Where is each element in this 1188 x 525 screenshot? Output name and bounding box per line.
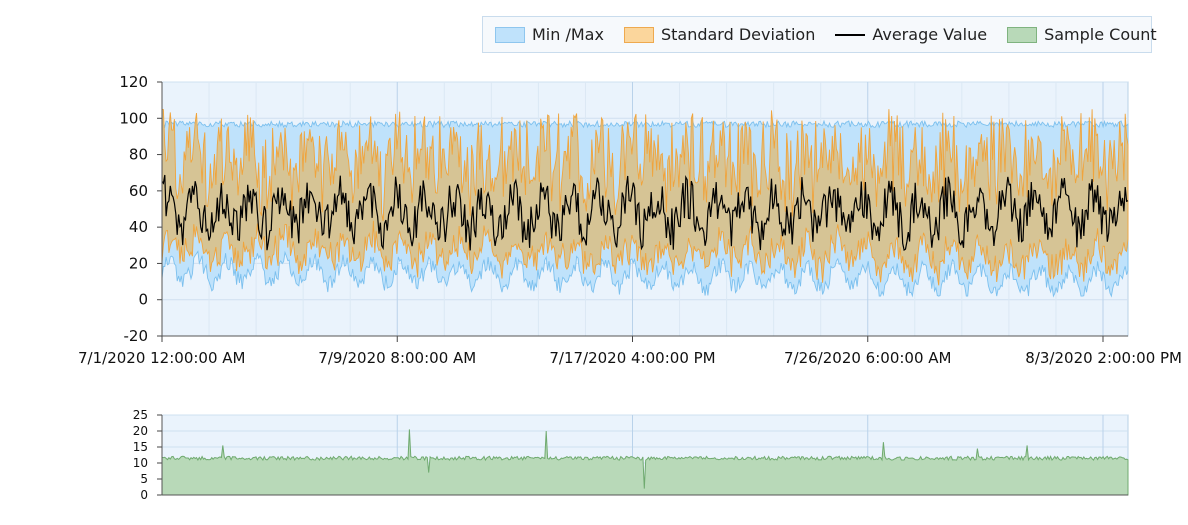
count-y-tick-label: 5 <box>140 472 148 486</box>
main-x-tick-label: 7/17/2020 4:00:00 PM <box>549 349 715 367</box>
main-y-tick-label: 120 <box>119 73 148 91</box>
legend-swatch-sample-count <box>1007 26 1038 43</box>
legend-swatch-average <box>835 33 866 36</box>
count-y-tick-label: 20 <box>133 424 148 438</box>
legend-label-average: Average Value <box>872 25 988 44</box>
main-y-tick-label: 80 <box>129 146 148 164</box>
legend-label-minmax: Min /Max <box>532 25 604 44</box>
legend-swatch-std-dev <box>623 26 654 43</box>
main-x-tick-label: 7/26/2020 6:00:00 AM <box>784 349 951 367</box>
main-y-tick-label: 0 <box>138 291 148 309</box>
count-y-tick-label: 25 <box>133 408 148 422</box>
main-x-tick-label: 8/3/2020 2:00:00 PM <box>1025 349 1182 367</box>
count-y-tick-label: 15 <box>133 440 148 454</box>
series-std-dev-band <box>161 108 1129 286</box>
legend-item-sample-count[interactable]: Sample Count <box>1007 25 1157 44</box>
count-y-tick-label: 10 <box>133 456 148 470</box>
legend-item-average[interactable]: Average Value <box>835 25 987 44</box>
main-x-tick-label: 7/1/2020 12:00:00 AM <box>78 349 245 367</box>
legend-label-std-dev: Standard Deviation <box>660 25 816 44</box>
sample-count-chart[interactable]: 0 5 10 15 20 25 <box>133 408 1129 502</box>
main-chart[interactable]: -20 0 20 40 60 80 100 120 7/1/2020 12:00:00 AM 7/… <box>78 73 1182 367</box>
main-y-tick-label: -20 <box>124 327 149 345</box>
count-y-tick-label: 0 <box>140 488 148 502</box>
legend-label-sample-count: Sample Count <box>1044 25 1157 44</box>
main-y-tick-label: 100 <box>119 109 148 127</box>
main-y-tick-label: 60 <box>129 182 148 200</box>
series-sample-count-area <box>161 429 1129 496</box>
main-y-tick-label: 20 <box>129 254 148 272</box>
chart-legend: Min /Max Standard Deviation Average Valu… <box>482 16 1157 53</box>
legend-item-minmax[interactable]: Min /Max <box>495 25 604 44</box>
main-x-tick-label: 7/9/2020 8:00:00 AM <box>318 349 476 367</box>
series-average-line <box>161 174 1129 251</box>
main-y-tick-label: 40 <box>129 218 148 236</box>
legend-swatch-minmax <box>495 26 525 43</box>
legend-item-std-dev[interactable]: Standard Deviation <box>623 25 816 44</box>
